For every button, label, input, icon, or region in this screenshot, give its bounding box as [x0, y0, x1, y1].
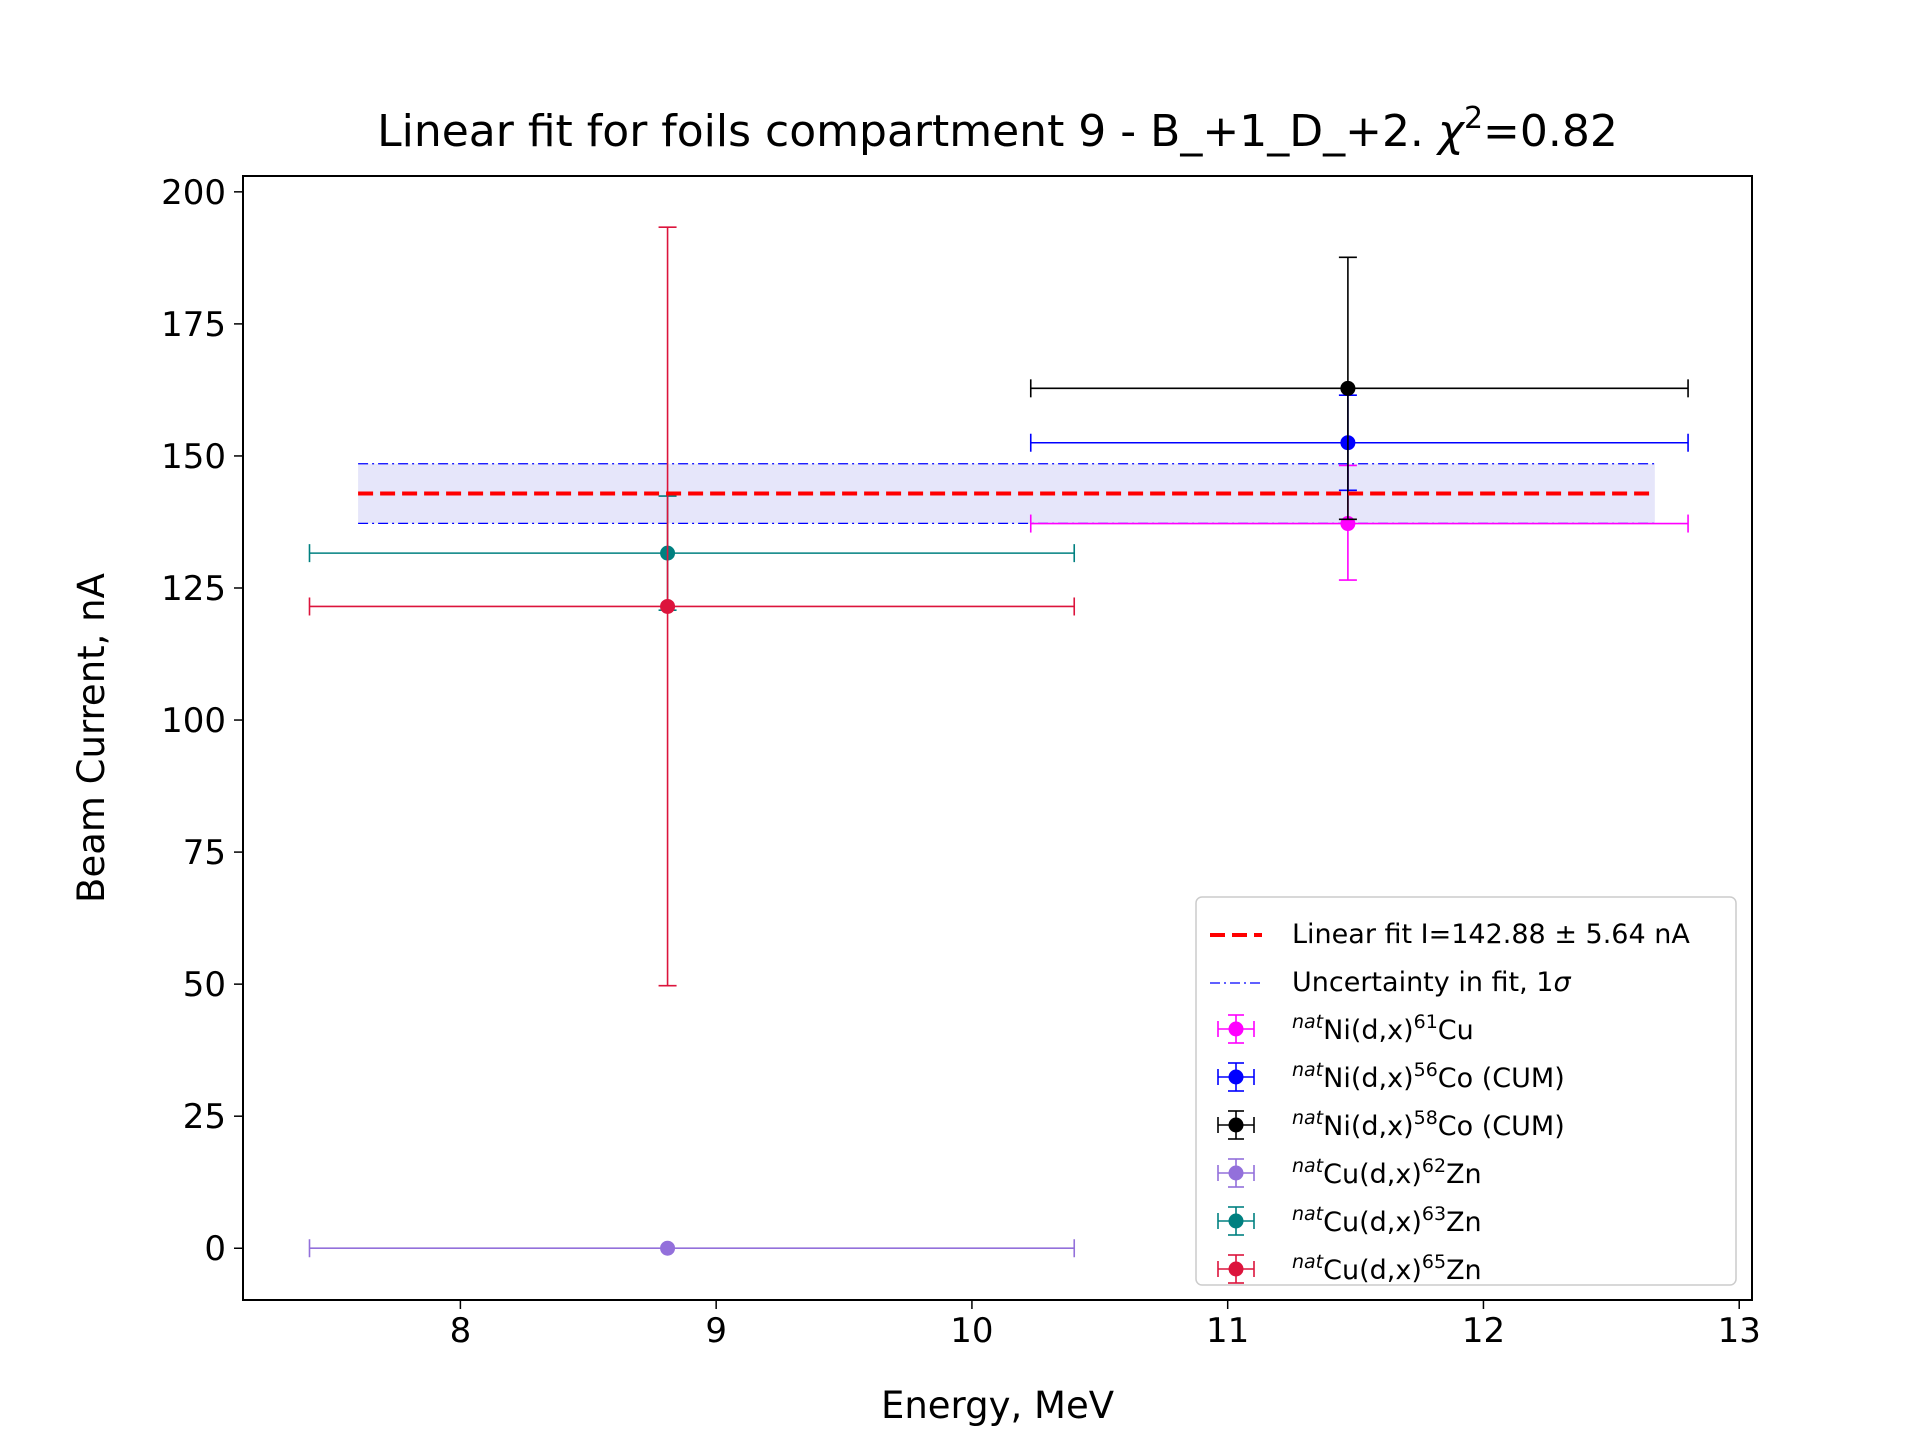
- label-name: Cu(d,x): [1323, 1255, 1422, 1286]
- y-axis-label: Beam Current, nA: [70, 573, 113, 903]
- label-isotope: 61: [1414, 1011, 1438, 1033]
- legend-series-label: natCu(d,x)65Zn: [1292, 1251, 1482, 1286]
- legend-series-label: natNi(d,x)56Co (CUM): [1292, 1059, 1565, 1094]
- y-tick-label: 175: [161, 305, 226, 345]
- title-main: Linear fit for foils compartment 9 - B_+…: [377, 106, 1438, 157]
- y-tick-label: 200: [161, 173, 226, 213]
- label-isotope: 56: [1414, 1059, 1438, 1081]
- legend-series-3: natCu(d,x)62Zn: [1217, 1155, 1482, 1190]
- x-tick-label: 11: [1206, 1311, 1249, 1351]
- chart-title: Linear fit for foils compartment 9 - B_+…: [377, 101, 1618, 157]
- y-tick-label: 50: [183, 965, 226, 1005]
- series-2: [1029, 256, 1689, 521]
- legend-series-label: natCu(d,x)62Zn: [1292, 1155, 1482, 1190]
- label-name: Ni(d,x): [1323, 1015, 1413, 1046]
- label-product: Cu: [1438, 1015, 1474, 1046]
- label-isotope: 63: [1422, 1203, 1446, 1225]
- series-5: [308, 226, 1076, 987]
- label-prefix: nat: [1292, 1107, 1325, 1129]
- legend-series-1: natNi(d,x)56Co (CUM): [1217, 1059, 1565, 1094]
- legend-band-text: Uncertainty in fit, 1: [1292, 967, 1553, 998]
- label-prefix: nat: [1292, 1251, 1325, 1273]
- label-name: Ni(d,x): [1323, 1063, 1413, 1094]
- y-tick-label: 75: [183, 833, 226, 873]
- label-name: Cu(d,x): [1323, 1207, 1422, 1238]
- label-prefix: nat: [1292, 1011, 1325, 1033]
- legend-box: [1195, 896, 1737, 1286]
- legend-marker: [1228, 1117, 1244, 1133]
- label-prefix: nat: [1292, 1059, 1325, 1081]
- legend-series-4: natCu(d,x)63Zn: [1217, 1203, 1482, 1238]
- y-tick-label: 100: [161, 701, 226, 741]
- legend-marker: [1228, 1261, 1244, 1277]
- title-chi-sup: 2: [1464, 101, 1483, 136]
- x-axis-label: Energy, MeV: [881, 1384, 1114, 1427]
- legend-fit-label: Linear fit I=142.88 ± 5.64 nA: [1292, 919, 1690, 950]
- y-tick-label: 25: [183, 1097, 226, 1137]
- data-point: [660, 1240, 676, 1256]
- y-tick-label: 125: [161, 569, 226, 609]
- plot-frame: [242, 175, 1753, 1301]
- series-3: [308, 1239, 1076, 1258]
- y-tick-label: 150: [161, 437, 226, 477]
- legend-series-5: natCu(d,x)65Zn: [1217, 1251, 1482, 1286]
- label-product: Zn: [1446, 1255, 1482, 1286]
- data-point: [1340, 380, 1356, 396]
- legend-marker: [1228, 1213, 1244, 1229]
- x-tick-label: 9: [705, 1311, 727, 1351]
- legend-marker: [1228, 1069, 1244, 1085]
- title-chi: χ: [1436, 106, 1466, 157]
- label-product: Co (CUM): [1438, 1111, 1565, 1142]
- title-chi-value: =0.82: [1483, 106, 1618, 157]
- label-isotope: 62: [1422, 1155, 1446, 1177]
- legend-marker: [1228, 1165, 1244, 1181]
- legend-series-label: natNi(d,x)58Co (CUM): [1292, 1107, 1565, 1142]
- label-product: Co (CUM): [1438, 1063, 1565, 1094]
- label-prefix: nat: [1292, 1155, 1325, 1177]
- legend-series-2: natNi(d,x)58Co (CUM): [1217, 1107, 1565, 1142]
- label-product: Zn: [1446, 1159, 1482, 1190]
- label-name: Cu(d,x): [1323, 1159, 1422, 1190]
- label-name: Ni(d,x): [1323, 1111, 1413, 1142]
- legend-marker: [1228, 1021, 1244, 1037]
- x-tick-label: 12: [1462, 1311, 1505, 1351]
- label-isotope: 65: [1422, 1251, 1446, 1273]
- legend-band-sigma: σ: [1553, 967, 1571, 998]
- label-prefix: nat: [1292, 1203, 1325, 1225]
- x-tick-label: 13: [1718, 1311, 1761, 1351]
- legend-series-label: natNi(d,x)61Cu: [1292, 1011, 1474, 1046]
- label-product: Zn: [1446, 1207, 1482, 1238]
- label-isotope: 58: [1414, 1107, 1438, 1129]
- x-tick-label: 10: [950, 1311, 993, 1351]
- x-tick-label: 8: [450, 1311, 472, 1351]
- legend-series-0: natNi(d,x)61Cu: [1217, 1011, 1474, 1046]
- legend-series-label: natCu(d,x)63Zn: [1292, 1203, 1482, 1238]
- y-tick-label: 0: [204, 1229, 226, 1269]
- legend-band-label: Uncertainty in fit, 1σ: [1292, 967, 1571, 998]
- data-point: [660, 598, 676, 614]
